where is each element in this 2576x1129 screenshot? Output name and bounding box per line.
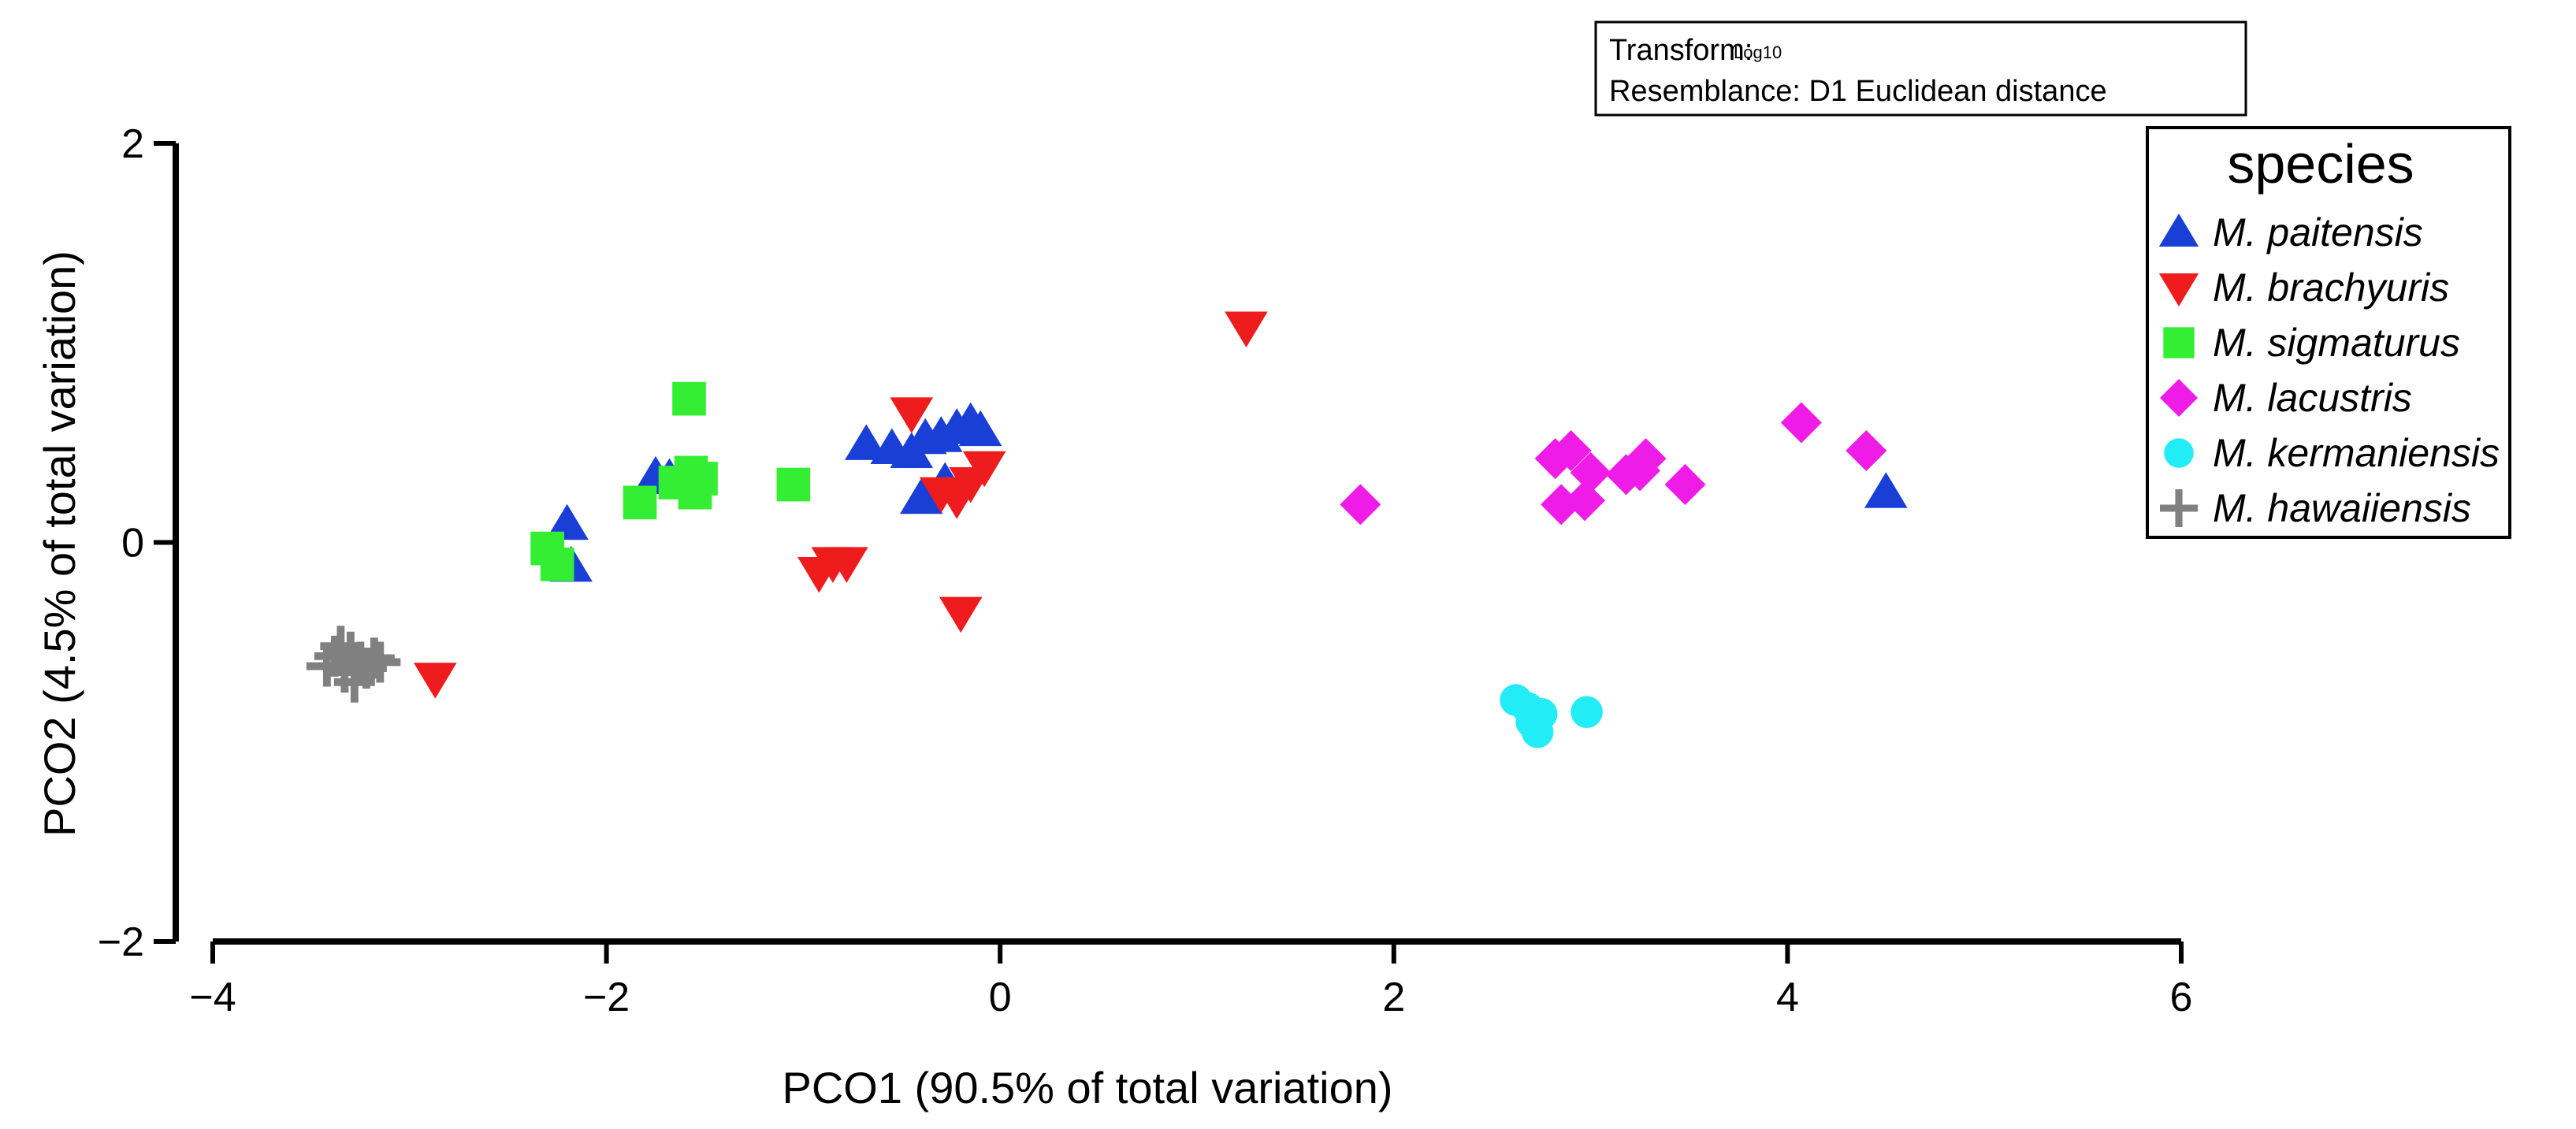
data-point	[545, 503, 589, 540]
x-tick-label: 2	[1382, 975, 1405, 1020]
legend-frame	[2146, 126, 2511, 539]
x-axis-ticks: −4 −2 0 2 4 6	[189, 941, 2192, 1020]
data-point	[1521, 715, 1554, 748]
x-axis-title: PCO1 (90.5% of total variation)	[782, 1063, 1392, 1112]
x-tick-label: 4	[1776, 975, 1799, 1020]
y-tick-label: 2	[121, 121, 144, 167]
series-m-sigmaturus	[530, 381, 811, 581]
legend-entry: M. lacustris	[2160, 376, 2412, 420]
legend-label: M. sigmaturus	[2213, 321, 2460, 365]
data-point	[1571, 696, 1603, 729]
data-point	[1780, 402, 1822, 444]
data-point	[1564, 480, 1606, 522]
series-m-hawaiiensis	[306, 626, 401, 703]
data-points	[306, 311, 1908, 748]
data-point	[353, 637, 395, 679]
data-point	[413, 663, 457, 699]
legend-title: species	[2227, 133, 2414, 195]
data-point	[1570, 451, 1611, 493]
legend-entry: M. sigmaturus	[2163, 321, 2460, 365]
info-box: Transform: Log10 Resemblance: D1 Euclide…	[1594, 20, 2247, 117]
data-point	[962, 451, 1006, 488]
data-point	[1846, 430, 1887, 472]
legend-entry: M. brachyuris	[2158, 266, 2449, 310]
y-tick-label: 0	[121, 521, 144, 566]
info-box-frame	[1594, 20, 2247, 117]
data-point	[890, 397, 934, 433]
legend-marker	[2163, 327, 2195, 358]
legend-entry: M. paitensis	[2158, 210, 2423, 254]
data-point	[1225, 311, 1268, 347]
axes: −4 −2 0 2 4 6 −2 0 2 PCO1 (90.5% of total varia…	[35, 121, 2192, 1112]
data-point	[825, 547, 868, 583]
legend-entry: M. hawaiiensis	[2160, 486, 2471, 530]
data-point	[684, 462, 718, 496]
data-point	[1340, 484, 1381, 526]
data-point	[359, 641, 401, 683]
data-point	[1550, 430, 1592, 472]
legend-entries: M. paitensis M. brachyuris M. sigmaturus M.…	[2158, 210, 2500, 530]
data-point	[845, 424, 888, 460]
legend-marker	[2160, 489, 2198, 527]
data-point	[958, 410, 1002, 447]
y-axis-title: PCO2 (4.5% of total variation)	[35, 251, 84, 837]
y-tick-label: −2	[98, 919, 144, 965]
legend-marker	[2160, 379, 2198, 417]
data-point	[1619, 450, 1661, 492]
legend-label: M. lacustris	[2213, 376, 2412, 420]
info-transform-label: Transform:	[1609, 34, 1753, 67]
data-point	[623, 485, 657, 520]
data-point	[939, 596, 983, 633]
data-point	[1664, 464, 1706, 506]
legend-marker	[2158, 273, 2199, 306]
series-m-kermaniensis	[1500, 684, 1603, 748]
data-point	[672, 381, 706, 416]
series-m-brachyuris	[413, 311, 1268, 699]
legend-label: M. hawaiiensis	[2213, 486, 2471, 530]
legend-marker	[2158, 214, 2199, 247]
legend: species M. paitensis M. brachyuris M. sigm…	[2146, 126, 2511, 539]
legend-marker	[2164, 438, 2194, 468]
x-tick-label: 0	[989, 975, 1012, 1020]
data-point	[1864, 472, 1908, 508]
info-transform-value: Log10	[1734, 43, 1782, 62]
legend-label: M. paitensis	[2213, 210, 2423, 254]
series-m-lacustris	[1340, 402, 1887, 526]
x-tick-label: −2	[583, 975, 630, 1020]
legend-label: M. kermaniensis	[2213, 431, 2500, 475]
data-point	[899, 477, 943, 514]
legend-entry: M. kermaniensis	[2164, 431, 2500, 475]
data-point	[540, 548, 574, 581]
data-point	[776, 467, 811, 502]
legend-label: M. brachyuris	[2213, 266, 2449, 310]
x-tick-label: −4	[189, 975, 236, 1020]
x-tick-label: 6	[2170, 975, 2193, 1020]
data-point	[320, 626, 362, 667]
info-resemblance: Resemblance: D1 Euclidean distance	[1609, 75, 2107, 108]
y-axis-ticks: −2 0 2	[98, 121, 176, 965]
